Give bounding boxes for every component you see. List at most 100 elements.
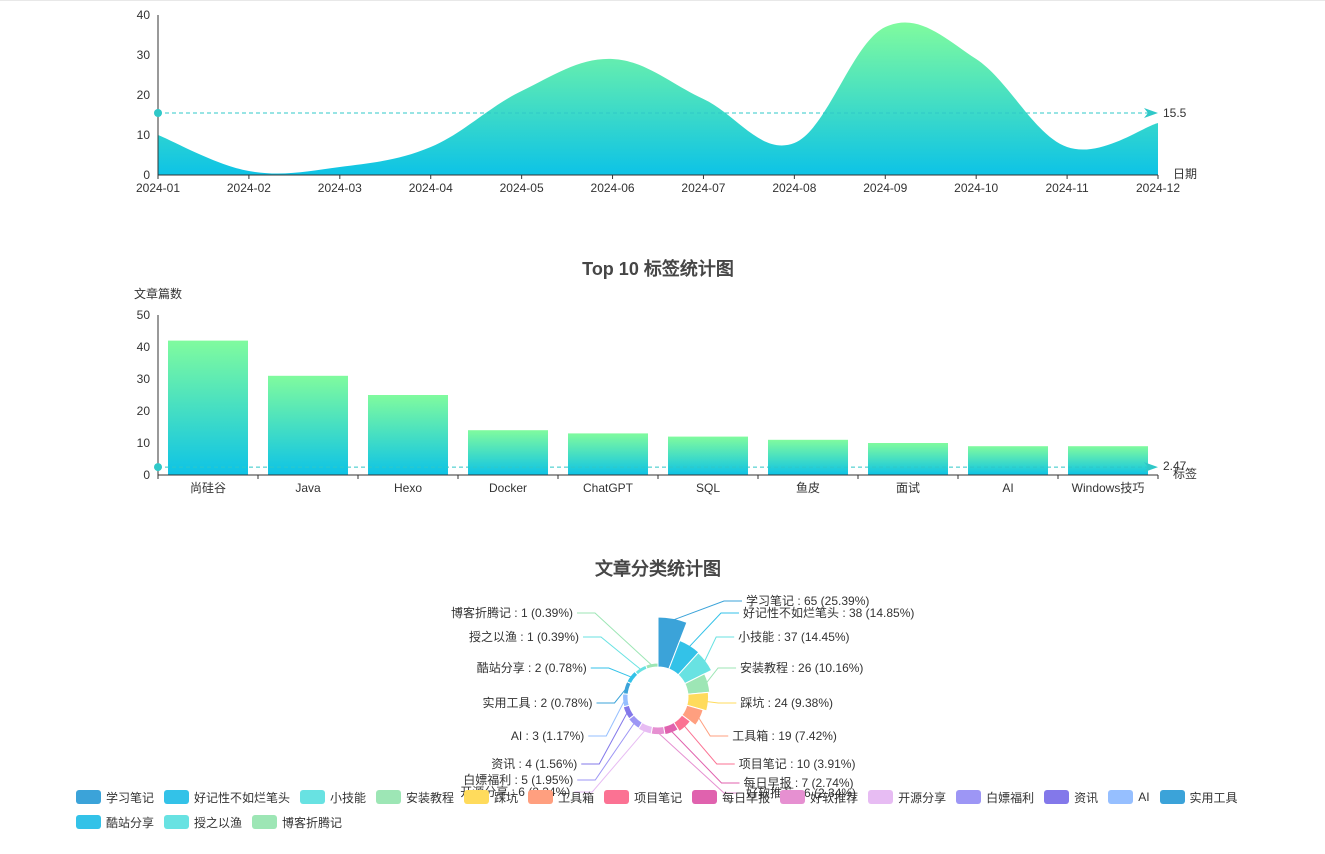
bar (668, 436, 748, 475)
legend-item[interactable]: 授之以渔 (164, 813, 242, 831)
legend-swatch (1108, 790, 1134, 804)
x-tick-label: 鱼皮 (796, 481, 820, 495)
slice-label: 授之以渔 : 1 (0.39%) (469, 629, 579, 644)
y-tick-label: 10 (137, 128, 151, 142)
legend-item[interactable]: 工具箱 (528, 788, 594, 806)
slice-label-line (583, 636, 642, 671)
bar (268, 375, 348, 475)
y-tick-label: 20 (137, 88, 151, 102)
bar (468, 430, 548, 475)
bar-chart-title: Top 10 标签统计图 (582, 258, 734, 279)
slice-label-line (574, 729, 646, 793)
legend-item[interactable]: AI (1108, 788, 1150, 806)
x-tick-label: 2024-03 (318, 181, 362, 195)
slice-label-line (657, 732, 742, 794)
monthly-area-chart: 0 10 20 30 40 2024-01 2024-02 2024-03 2024-04 202… (136, 8, 1197, 195)
slice-label: 好记性不如烂笔头 : 38 (14.85%) (743, 605, 914, 620)
rose-slice (650, 725, 666, 736)
legend-swatch (164, 815, 190, 829)
slice-label-line (577, 722, 635, 781)
legend-label: AI (1138, 790, 1150, 804)
legend-swatch (76, 790, 101, 804)
slice-label-line (697, 716, 729, 737)
y-tick-label: 30 (137, 372, 151, 386)
slice-label-line (577, 612, 653, 666)
legend-item[interactable]: 好记性不如烂笔头 (164, 788, 290, 806)
slice-label-line (688, 612, 739, 648)
average-arrow (1144, 108, 1158, 118)
x-tick-label: 2024-10 (954, 181, 998, 195)
bar (568, 433, 648, 475)
slice-label-line (706, 700, 737, 704)
legend-swatch (1159, 790, 1185, 804)
legend-swatch (376, 790, 402, 804)
average-label: 2.47 (1163, 459, 1187, 473)
slice-label: 项目笔记 : 10 (3.91%) (739, 756, 856, 771)
rose-slice (622, 693, 630, 708)
x-tick-label: 2024-11 (1046, 181, 1089, 195)
slice-label-line (672, 600, 742, 621)
legend-swatch (780, 790, 806, 804)
legend-label: 工具箱 (558, 790, 595, 805)
legend-swatch (1044, 790, 1070, 804)
slice-label-line (590, 667, 633, 678)
slice-label: AI : 3 (1.17%) (511, 729, 584, 743)
legend-item[interactable]: 开源分享 (868, 788, 946, 806)
slice-label: 白嫖福利 : 5 (1.95%) (463, 772, 573, 787)
x-axis-title: 标签 (1173, 466, 1197, 481)
legend-item[interactable]: 白嫖福利 (956, 788, 1034, 806)
slice-label: 小技能 : 37 (14.45%) (738, 630, 849, 644)
legend-swatch (956, 790, 982, 804)
slice-label-line (588, 699, 626, 737)
slice-label: 安装教程 : 26 (10.16%) (740, 660, 863, 675)
x-tick-label: SQL (696, 481, 720, 495)
legend-label: 小技能 (330, 790, 367, 805)
legend-item[interactable]: 踩坑 (464, 788, 518, 806)
legend-label: 安装教程 (406, 790, 455, 805)
legend-item[interactable]: 学习笔记 (76, 788, 154, 806)
legend-label: 开源分享 (898, 790, 947, 805)
x-tick-label: 2024-02 (227, 181, 271, 195)
slice-label-line (581, 711, 628, 765)
x-tick-label: 2024-09 (863, 181, 907, 195)
legend-swatch (528, 790, 554, 804)
x-tick-label: 2024-04 (409, 181, 453, 195)
legend-item[interactable]: 小技能 (300, 788, 366, 806)
legend-label: 每日早报 (722, 790, 771, 805)
legend-swatch (252, 815, 278, 829)
x-tick-label: 2024-08 (772, 181, 816, 195)
average-start-dot (154, 109, 162, 117)
legend-label: 踩坑 (494, 790, 519, 805)
legend-label: 白嫖福利 (986, 790, 1035, 805)
legend-swatch (300, 790, 326, 804)
legend-label: 实用工具 (1189, 790, 1238, 805)
slice-label: 实用工具 : 2 (0.78%) (482, 695, 592, 710)
bar (368, 395, 448, 475)
slice-label-line (596, 687, 627, 704)
legend-item[interactable]: 实用工具 (1159, 788, 1238, 806)
legend-item[interactable]: 好软推荐 (780, 788, 858, 806)
legend-item[interactable]: 项目笔记 (604, 788, 682, 806)
x-tick-label: 2024-05 (500, 181, 544, 195)
x-tick-label: 2024-07 (681, 181, 725, 195)
slice-label-line (705, 667, 737, 684)
y-tick-label: 50 (137, 308, 151, 322)
legend-label: 博客折腾记 (282, 815, 343, 830)
legend-item[interactable]: 每日早报 (692, 788, 770, 806)
legend-item[interactable]: 安装教程 (376, 788, 454, 806)
legend-item[interactable]: 博客折腾记 (252, 813, 342, 831)
bar (868, 443, 948, 475)
bar (968, 446, 1048, 475)
legend-swatch (464, 790, 490, 804)
legend-item[interactable]: 酷站分享 (76, 813, 154, 831)
y-axis-title: 文章篇数 (134, 286, 182, 301)
legend-label: 资讯 (1074, 790, 1099, 805)
slice-label: 踩坑 : 24 (9.38%) (740, 695, 833, 710)
legend-item[interactable]: 资讯 (1044, 788, 1098, 806)
average-start-dot (154, 463, 162, 472)
slice-label: 每日早报 : 7 (2.74%) (744, 775, 854, 790)
x-tick-label: Hexo (394, 481, 422, 495)
x-tick-label: 面试 (896, 480, 920, 495)
